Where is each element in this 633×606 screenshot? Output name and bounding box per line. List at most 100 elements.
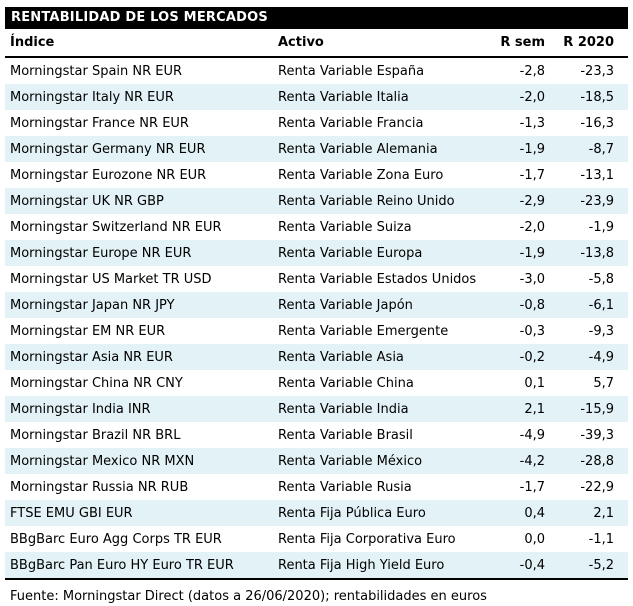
table-title-bar: RENTABILIDAD DE LOS MERCADOS (5, 7, 628, 29)
table-row: Morningstar Europe NR EUR Renta Variable … (5, 240, 628, 266)
r-2020-cell: -1,9 (588, 219, 614, 235)
table-row: Morningstar Mexico NR MXN Renta Variable … (5, 448, 628, 474)
activo-cell: Renta Variable Suiza (278, 219, 412, 235)
markets-table: Índice Activo R sem R 2020 Morningstar S… (5, 29, 628, 580)
activo-cell: Renta Variable Italia (278, 89, 409, 105)
r-2020-cell: -23,3 (580, 63, 614, 79)
activo-cell: Renta Fija Corporativa Euro (278, 531, 456, 547)
table-row: Morningstar UK NR GBP Renta Variable Rein… (5, 188, 628, 214)
table-row: Morningstar Switzerland NR EUR Renta Vari… (5, 214, 628, 240)
table-body: Morningstar Spain NR EUR Renta Variable E… (5, 57, 628, 579)
table-row: Morningstar Eurozone NR EUR Renta Variabl… (5, 162, 628, 188)
activo-cell: Renta Fija High Yield Euro (278, 557, 445, 573)
activo-cell: Renta Variable China (278, 375, 414, 391)
r-sem-cell: 0,0 (524, 531, 545, 547)
r-sem-cell: -2,0 (519, 89, 545, 105)
table-row: Morningstar France NR EUR Renta Variable … (5, 110, 628, 136)
activo-cell: Renta Variable Francia (278, 115, 424, 131)
table-row: Morningstar EM NR EUR Renta Variable Emer… (5, 318, 628, 344)
r-2020-cell: -28,8 (580, 453, 614, 469)
activo-cell: Renta Variable España (278, 63, 425, 79)
r-2020-cell: -18,5 (580, 89, 614, 105)
table-row: Morningstar India INR Renta Variable Indi… (5, 396, 628, 422)
indice-cell: Morningstar Germany NR EUR (10, 141, 206, 157)
indice-cell: BBgBarc Euro Agg Corps TR EUR (10, 531, 222, 547)
source-note: Fuente: Morningstar Direct (datos a 26/0… (10, 589, 487, 604)
indice-cell: Morningstar China NR CNY (10, 375, 183, 391)
indice-cell: Morningstar Europe NR EUR (10, 245, 192, 261)
r-2020-cell: -8,7 (588, 141, 614, 157)
indice-cell: Morningstar Switzerland NR EUR (10, 219, 222, 235)
activo-cell: Renta Fija Pública Euro (278, 505, 426, 521)
r-2020-cell: -1,1 (588, 531, 614, 547)
activo-cell: Renta Variable Zona Euro (278, 167, 444, 183)
column-header-activo: Activo (273, 29, 490, 58)
r-2020-cell: -13,8 (580, 245, 614, 261)
table-row: Morningstar China NR CNY Renta Variable C… (5, 370, 628, 396)
table-header-row: Índice Activo R sem R 2020 (5, 29, 628, 58)
activo-cell: Renta Variable Rusia (278, 479, 412, 495)
indice-cell: Morningstar Japan NR JPY (10, 297, 175, 313)
table-row: FTSE EMU GBI EUR Renta Fija Pública Euro 0… (5, 500, 628, 526)
indice-cell: Morningstar UK NR GBP (10, 193, 164, 209)
r-sem-cell: 0,4 (524, 505, 545, 521)
activo-cell: Renta Variable Reino Unido (278, 193, 455, 209)
activo-cell: Renta Variable Japón (278, 297, 413, 313)
r-2020-cell: -39,3 (580, 427, 614, 443)
activo-cell: Renta Variable México (278, 453, 423, 469)
indice-cell: Morningstar EM NR EUR (10, 323, 166, 339)
r-2020-cell: 2,1 (593, 505, 614, 521)
r-2020-cell: -9,3 (588, 323, 614, 339)
table-row: Morningstar Russia NR RUB Renta Variable … (5, 474, 628, 500)
r-2020-cell: 5,7 (593, 375, 614, 391)
r-2020-cell: -22,9 (580, 479, 614, 495)
column-header-indice: Índice (5, 29, 273, 58)
activo-cell: Renta Variable India (278, 401, 409, 417)
r-2020-cell: -5,2 (588, 557, 614, 573)
table-row: BBgBarc Pan Euro HY Euro TR EUR Renta Fij… (5, 552, 628, 579)
indice-cell: Morningstar Russia NR RUB (10, 479, 189, 495)
column-header-r-2020: R 2020 (545, 29, 628, 58)
activo-cell: Renta Variable Asia (278, 349, 404, 365)
indice-cell: FTSE EMU GBI EUR (10, 505, 133, 521)
r-sem-cell: -4,2 (519, 453, 545, 469)
r-2020-cell: -15,9 (580, 401, 614, 417)
table-row: Morningstar Japan NR JPY Renta Variable J… (5, 292, 628, 318)
r-2020-cell: -5,8 (588, 271, 614, 287)
r-2020-cell: -23,9 (580, 193, 614, 209)
r-sem-cell: -2,9 (519, 193, 545, 209)
activo-cell: Renta Variable Alemania (278, 141, 438, 157)
table-row: Morningstar Italy NR EUR Renta Variable I… (5, 84, 628, 110)
r-sem-cell: -0,3 (519, 323, 545, 339)
table-row: Morningstar Germany NR EUR Renta Variable… (5, 136, 628, 162)
r-sem-cell: -2,8 (519, 63, 545, 79)
r-sem-cell: -0,4 (519, 557, 545, 573)
activo-cell: Renta Variable Europa (278, 245, 423, 261)
r-2020-cell: -13,1 (580, 167, 614, 183)
r-sem-cell: -1,9 (519, 141, 545, 157)
r-sem-cell: 2,1 (524, 401, 545, 417)
table-row: Morningstar Asia NR EUR Renta Variable As… (5, 344, 628, 370)
r-2020-cell: -6,1 (588, 297, 614, 313)
r-sem-cell: -1,9 (519, 245, 545, 261)
indice-cell: Morningstar US Market TR USD (10, 271, 212, 287)
r-sem-cell: -1,7 (519, 479, 545, 495)
indice-cell: Morningstar Asia NR EUR (10, 349, 173, 365)
activo-cell: Renta Variable Estados Unidos (278, 271, 477, 287)
indice-cell: Morningstar Mexico NR MXN (10, 453, 195, 469)
activo-cell: Renta Variable Emergente (278, 323, 449, 339)
table-row: Morningstar Brazil NR BRL Renta Variable … (5, 422, 628, 448)
r-sem-cell: 0,1 (524, 375, 545, 391)
indice-cell: Morningstar France NR EUR (10, 115, 189, 131)
indice-cell: BBgBarc Pan Euro HY Euro TR EUR (10, 557, 234, 573)
r-sem-cell: -1,3 (519, 115, 545, 131)
r-sem-cell: -1,7 (519, 167, 545, 183)
r-sem-cell: -2,0 (519, 219, 545, 235)
r-sem-cell: -0,2 (519, 349, 545, 365)
indice-cell: Morningstar Brazil NR BRL (10, 427, 181, 443)
table-row: Morningstar US Market TR USD Renta Variab… (5, 266, 628, 292)
activo-cell: Renta Variable Brasil (278, 427, 413, 443)
indice-cell: Morningstar India INR (10, 401, 151, 417)
r-sem-cell: -4,9 (519, 427, 545, 443)
